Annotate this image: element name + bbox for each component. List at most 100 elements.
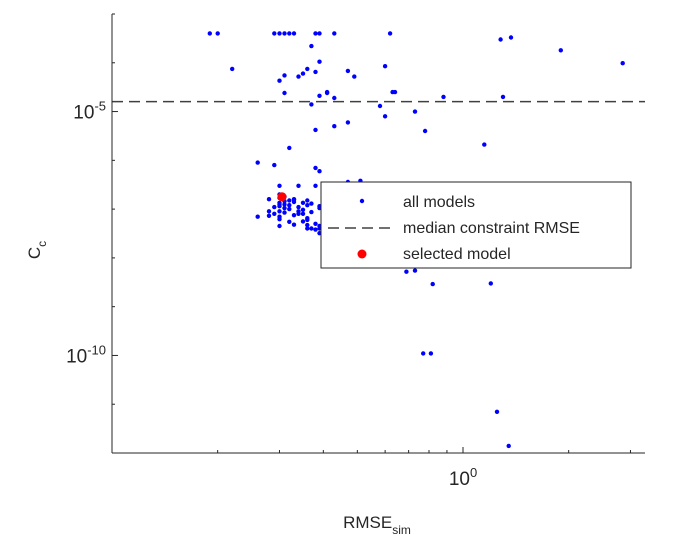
model-point (352, 74, 357, 79)
model-point (282, 205, 287, 211)
model-point (392, 89, 398, 95)
model-point (277, 217, 282, 222)
model-point (313, 165, 318, 171)
model-point (277, 223, 282, 229)
model-point (488, 281, 493, 286)
model-point (345, 120, 351, 125)
model-point (305, 216, 310, 221)
model-point (506, 443, 511, 449)
legend-box (320, 181, 632, 269)
legend-label-all-models: all models (403, 194, 475, 211)
model-point (345, 68, 351, 74)
model-point (508, 35, 514, 40)
model-point (332, 31, 337, 36)
model-point (291, 31, 297, 36)
model-point (317, 59, 322, 64)
model-point (282, 210, 287, 215)
legend-label-selected: selected model (403, 246, 511, 263)
model-point (266, 209, 272, 214)
model-point (482, 142, 487, 147)
model-point (309, 226, 314, 231)
model-point (296, 209, 301, 214)
model-point (332, 124, 337, 129)
model-point (412, 268, 418, 273)
model-point (282, 31, 287, 36)
model-point (313, 227, 318, 232)
model-point (282, 90, 287, 96)
model-point (255, 160, 260, 165)
model-point (305, 226, 310, 231)
model-point (296, 204, 301, 210)
model-point (422, 128, 428, 134)
model-point (287, 145, 292, 151)
model-point (272, 204, 277, 210)
model-point (313, 31, 318, 36)
model-point (215, 31, 220, 36)
model-point (291, 213, 297, 218)
model-point (305, 222, 310, 228)
model-point (382, 63, 388, 69)
model-point (620, 61, 625, 66)
model-point (494, 409, 500, 414)
model-point (287, 219, 292, 224)
y-tick-label: 10-10 (66, 342, 106, 367)
model-point (291, 197, 297, 202)
model-point (305, 198, 310, 203)
model-point (287, 203, 292, 208)
model-point (309, 43, 314, 49)
model-point (500, 94, 506, 100)
model-point (287, 198, 292, 203)
model-point (287, 206, 292, 212)
model-point (313, 127, 318, 133)
model-point (404, 269, 409, 274)
model-point (266, 213, 272, 218)
legend: all models median constraint RMSE select… (320, 181, 632, 269)
model-point (313, 69, 318, 75)
model-point (300, 207, 306, 212)
model-point (300, 200, 306, 205)
model-point (272, 31, 277, 36)
model-point (377, 103, 383, 109)
model-point (317, 169, 322, 174)
y-axis-label: Cc (25, 241, 49, 259)
model-point (498, 37, 503, 42)
model-point (412, 109, 418, 114)
model-point (277, 183, 282, 188)
model-point (296, 183, 301, 188)
x-axis-label: RMSEsim (343, 513, 411, 537)
y-tick-label: 10-5 (73, 99, 106, 124)
legend-label-median-line: median constraint RMSE (403, 220, 580, 237)
model-point (277, 31, 282, 36)
model-point (207, 31, 212, 36)
model-point (313, 221, 318, 226)
model-point (558, 48, 563, 53)
model-point (305, 203, 310, 208)
model-point (332, 95, 337, 101)
axes: 100 10-5 10-10 (66, 13, 645, 490)
model-point (282, 202, 287, 207)
model-point (430, 281, 435, 287)
model-point (387, 31, 393, 36)
model-point (309, 209, 314, 215)
model-point (324, 90, 330, 96)
legend-marker-all-models (359, 198, 365, 204)
model-point (382, 114, 388, 119)
model-point (428, 351, 434, 356)
model-point (291, 222, 297, 227)
legend-marker-selected (357, 249, 367, 259)
x-tick-label: 100 (449, 465, 477, 490)
model-point (317, 93, 322, 99)
model-point (277, 202, 282, 207)
model-point (272, 162, 277, 168)
model-point (296, 74, 301, 79)
model-point (441, 94, 446, 100)
model-point (300, 71, 306, 76)
model-point (272, 211, 277, 216)
model-point (277, 78, 282, 83)
model-point (300, 219, 306, 224)
model-point (255, 214, 260, 219)
model-point (317, 31, 322, 36)
model-point (309, 102, 314, 107)
model-point (266, 197, 272, 202)
